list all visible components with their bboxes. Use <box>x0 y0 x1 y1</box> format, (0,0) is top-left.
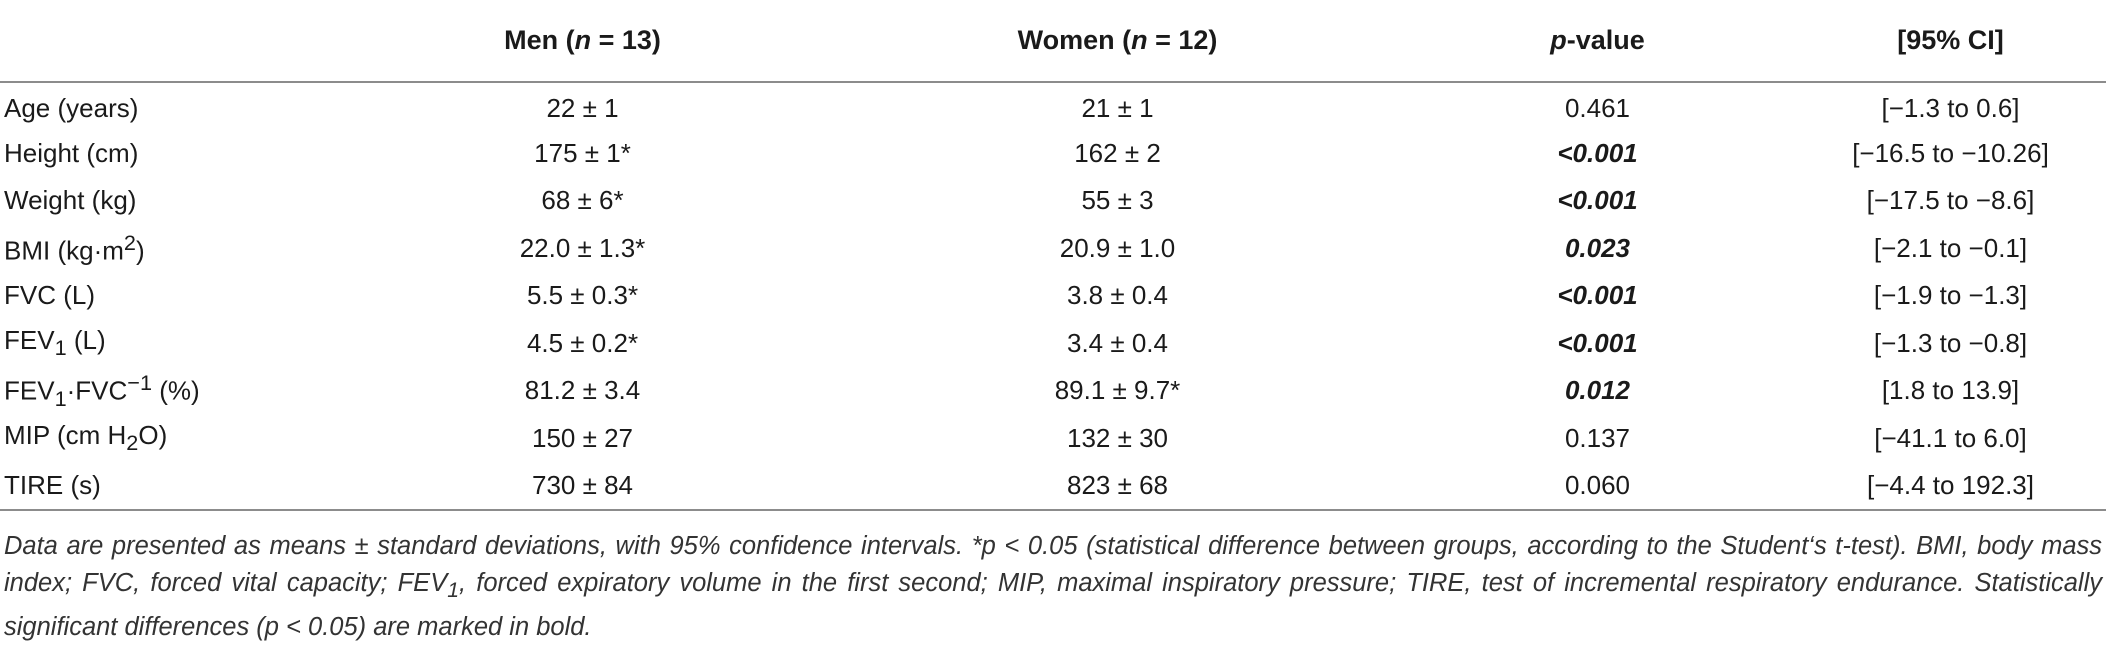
table-row: Height (cm) 175 ± 1* 162 ± 2 <0.001 [−16.5 t… <box>0 130 2106 178</box>
row-label-tail: (L) <box>66 325 106 356</box>
men-value: 175 ± 1* <box>534 137 631 168</box>
men-value: 150 ± 27 <box>531 422 634 453</box>
confidence-interval: [1.8 to 13.9] <box>1881 375 2020 406</box>
women-value: 823 ± 68 <box>835 462 1400 511</box>
row-label: FEV1 (L) <box>0 320 330 368</box>
confidence-interval: [−16.5 to −10.26] <box>1852 137 2049 168</box>
confidence-interval: [−4.4 to 192.3] <box>1795 462 2106 511</box>
table-row: Weight (kg) 68 ± 6* 55 ± 3 <0.001 [−17.5 to … <box>0 177 2106 225</box>
table-row: BMI (kg·m2) 22.0 ± 1.3* 20.9 ± 1.0 0.023 [−2… <box>0 225 2106 273</box>
column-header-italic: n <box>1131 25 1148 55</box>
row-label-main: FEV <box>4 325 55 356</box>
column-header-italic: n <box>574 25 592 55</box>
women-value: 3.8 ± 0.4 <box>1066 280 1168 311</box>
row-label-tail: (%) <box>152 375 200 406</box>
table-row: FVC (L) 5.5 ± 0.3* 3.8 ± 0.4 <0.001 [−1.9 to… <box>0 272 2106 320</box>
confidence-interval: [−1.3 to 0.6] <box>1881 92 2020 123</box>
row-label: Weight (kg) <box>0 177 330 225</box>
confidence-interval: [−2.1 to −0.1] <box>1873 232 2028 263</box>
women-value: 89.1 ± 9.7* <box>1054 375 1181 406</box>
row-label-main: Height (cm) <box>4 137 139 168</box>
p-value: <0.001 <box>1557 137 1638 168</box>
p-value: 0.060 <box>1400 462 1795 511</box>
column-header: [95% CI] <box>1795 0 2106 83</box>
row-label: FEV1·FVC−1 (%) <box>0 367 330 415</box>
footnote-part2: , forced expiratory volume in the first … <box>4 569 2102 642</box>
row-label-main: BMI (kg·m <box>4 235 124 266</box>
results-table-container: Men (n = 13) Women (n = 12) p-value [95% CI… <box>0 0 2106 511</box>
p-value: <0.001 <box>1557 280 1638 311</box>
table-row: MIP (cm H2O) 150 ± 27 132 ± 30 0.137 [−41.1 … <box>0 415 2106 463</box>
row-label: BMI (kg·m2) <box>0 225 330 273</box>
row-label-superscript: 2 <box>123 229 136 255</box>
row-label: Height (cm) <box>0 130 330 178</box>
footnote-part1: Data are presented as means ± standard d… <box>4 532 2102 597</box>
row-label-subscript: 1 <box>54 335 67 361</box>
men-value: 22 ± 1 <box>546 92 619 123</box>
results-table: Men (n = 13) Women (n = 12) p-value [95% CI… <box>0 0 2106 511</box>
confidence-interval: [−41.1 to 6.0] <box>1874 422 2027 453</box>
men-value: 4.5 ± 0.2* <box>526 327 639 358</box>
row-label: Age (years) <box>0 82 330 130</box>
table-row: FEV1 (L) 4.5 ± 0.2* 3.4 ± 0.4 <0.001 [−1.3 t… <box>0 320 2106 368</box>
men-value: 730 ± 84 <box>330 462 835 511</box>
column-header-italic: p <box>1550 25 1567 55</box>
column-header: Women (n = 12) <box>835 0 1400 83</box>
row-label-main: TIRE (s) <box>4 469 101 500</box>
table-row: Age (years) 22 ± 1 21 ± 1 0.461 [−1.3 to 0.6… <box>0 82 2106 130</box>
column-header <box>0 0 330 83</box>
column-header: p-value <box>1400 0 1795 83</box>
column-header: Men (n = 13) <box>330 0 835 83</box>
row-label: TIRE (s) <box>0 462 330 511</box>
p-value: <0.001 <box>1557 185 1638 216</box>
confidence-interval: [−1.3 to −0.8] <box>1873 327 2028 358</box>
footnote-subscript: 1 <box>447 578 460 603</box>
row-label: MIP (cm H2O) <box>0 415 330 463</box>
men-value: 5.5 ± 0.3* <box>526 280 639 311</box>
women-value: 132 ± 30 <box>1066 422 1169 453</box>
p-value: 0.012 <box>1564 375 1631 406</box>
header-row: Men (n = 13) Women (n = 12) p-value [95% CI… <box>0 0 2106 83</box>
table-body: Age (years) 22 ± 1 21 ± 1 0.461 [−1.3 to 0.6… <box>0 82 2106 511</box>
row-label-tail: ) <box>135 235 145 266</box>
row-label-main: FEV <box>4 375 55 406</box>
row-label-tail: O) <box>138 420 168 451</box>
row-label-main: FVC (L) <box>4 280 95 311</box>
men-value: 81.2 ± 3.4 <box>524 375 641 406</box>
p-value: 0.461 <box>1564 92 1631 123</box>
column-header-text: Men ( <box>504 25 575 55</box>
table-header: Men (n = 13) Women (n = 12) p-value [95% CI… <box>0 0 2106 83</box>
table-row: FEV1·FVC−1 (%) 81.2 ± 3.4 89.1 ± 9.7* 0.012… <box>0 367 2106 415</box>
row-label-main: MIP (cm H <box>4 420 127 451</box>
row-label-main: Weight (kg) <box>4 185 137 216</box>
table-footnote: Data are presented as means ± standard d… <box>4 528 2102 646</box>
p-value: 0.023 <box>1564 232 1631 263</box>
women-value: 3.4 ± 0.4 <box>1066 327 1168 358</box>
row-label-main: Age (years) <box>4 92 139 123</box>
table-row: TIRE (s) 730 ± 84 823 ± 68 0.060 [−4.4 to 19… <box>0 462 2106 511</box>
column-header-text-post: = 13) <box>591 25 661 55</box>
women-value: 20.9 ± 1.0 <box>1059 232 1176 263</box>
men-value: 68 ± 6* <box>541 185 624 216</box>
row-label-subscript: 1 <box>54 385 67 411</box>
p-value: 0.137 <box>1564 422 1631 453</box>
column-header-text-post: = 12) <box>1147 25 1218 55</box>
column-header-text: Women ( <box>1017 25 1132 55</box>
p-value: <0.001 <box>1557 327 1638 358</box>
women-value: 55 ± 3 <box>1081 185 1154 216</box>
confidence-interval: [−1.9 to −1.3] <box>1873 280 2028 311</box>
column-header-text-post: -value <box>1566 25 1645 55</box>
confidence-interval: [−17.5 to −8.6] <box>1866 185 2035 216</box>
column-header-text: [95% CI] <box>1897 25 2004 55</box>
row-label: FVC (L) <box>0 272 330 320</box>
row-label-superscript: −1 <box>127 369 152 395</box>
women-value: 162 ± 2 <box>1074 137 1161 168</box>
women-value: 21 ± 1 <box>1081 92 1154 123</box>
row-label-subscript: 2 <box>126 430 139 456</box>
men-value: 22.0 ± 1.3* <box>519 232 646 263</box>
row-label-tail: ·FVC <box>66 375 128 406</box>
